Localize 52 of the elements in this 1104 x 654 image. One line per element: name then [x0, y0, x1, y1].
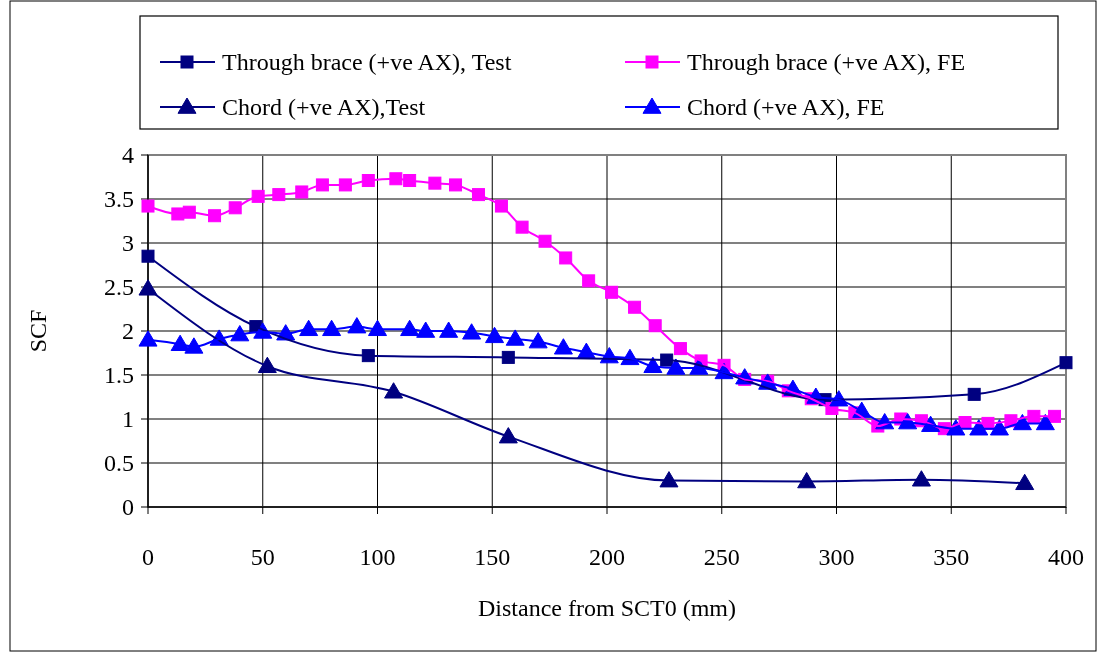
y-axis-title: SCF	[25, 309, 51, 353]
x-tick-label: 300	[818, 544, 855, 570]
y-tick-label: 2.5	[104, 274, 134, 301]
point	[528, 332, 548, 349]
point	[1035, 413, 1055, 431]
point	[295, 185, 309, 199]
point	[141, 199, 155, 213]
legend-label: Chord (+ve AX),Test	[222, 94, 426, 121]
point	[322, 319, 342, 337]
point	[389, 172, 403, 186]
point	[498, 427, 518, 444]
point	[659, 471, 679, 488]
point	[184, 337, 204, 354]
legend-label: Through brace (+ve AX), Test	[222, 49, 512, 76]
point	[989, 419, 1009, 436]
point	[416, 321, 436, 338]
x-tick-label: 50	[250, 544, 275, 570]
y-tick-label: 0	[122, 494, 134, 521]
y-tick-label: 4	[122, 142, 134, 169]
y-tick-label: 2	[122, 318, 134, 345]
y-tick-label: 3	[122, 230, 134, 257]
point	[911, 470, 931, 487]
legend-label: Through brace (+ve AX), FE	[687, 49, 966, 76]
x-tick-label: 150	[474, 544, 511, 570]
x-axis-title: Distance from SCT0 (mm)	[478, 595, 736, 621]
x-tick-label: 350	[933, 544, 970, 570]
point	[439, 321, 459, 338]
point	[368, 319, 387, 337]
point	[449, 178, 463, 192]
point	[138, 279, 158, 296]
y-tick-label: 3.5	[104, 186, 134, 213]
point	[338, 178, 352, 192]
x-tick-label: 100	[359, 544, 396, 570]
x-tick-label: 250	[703, 544, 740, 570]
point	[384, 382, 404, 399]
point	[141, 249, 155, 263]
point	[1059, 356, 1073, 370]
point	[138, 330, 158, 347]
point	[347, 317, 367, 334]
legend-label: Chord (+ve AX), FE	[687, 94, 885, 121]
x-tick-label: 200	[589, 544, 625, 570]
point	[553, 338, 573, 355]
y-tick-label: 1.5	[104, 362, 134, 389]
point	[315, 178, 329, 192]
x-tick-label: 400	[1048, 544, 1084, 570]
y-tick-label: 0.5	[104, 450, 134, 477]
y-tick-label: 1	[122, 406, 134, 433]
point	[505, 329, 525, 346]
x-tick-label: 0	[142, 544, 154, 570]
point	[462, 323, 482, 340]
point	[1015, 473, 1035, 491]
point	[428, 176, 442, 190]
